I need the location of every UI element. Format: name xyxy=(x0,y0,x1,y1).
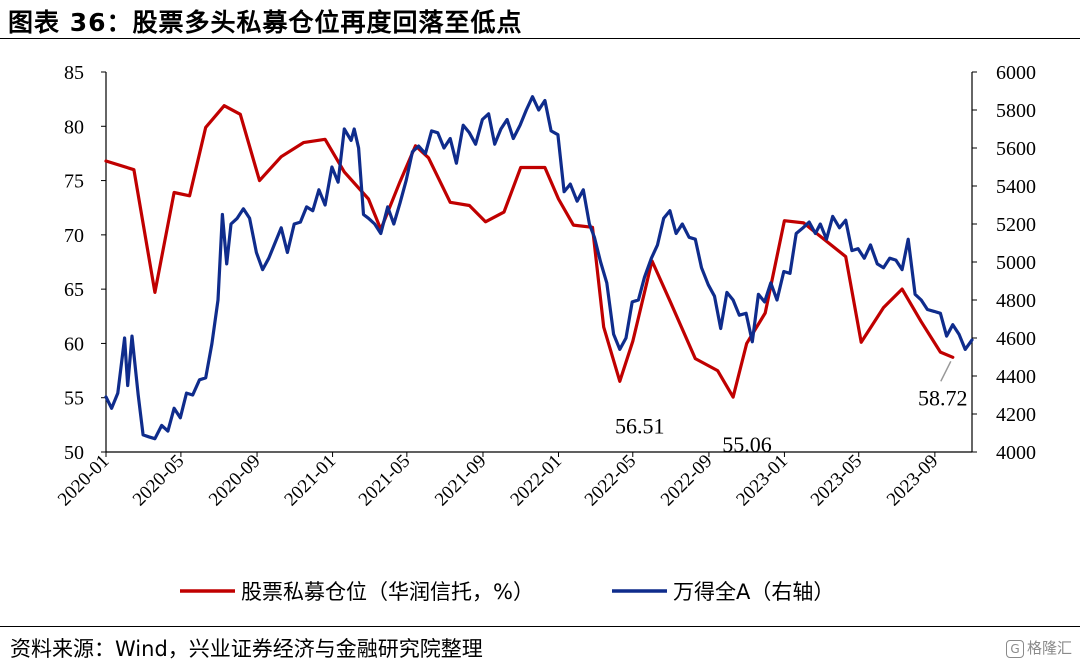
axes-layer: 50 55 60 65 70 75 80 85 4000 4200 4400 4600 4800 5000… xyxy=(54,62,1036,510)
left-axis-tick-label: 80 xyxy=(64,116,84,138)
right-axis-tick-label: 5000 xyxy=(996,252,1036,274)
series-line-private-fund-position xyxy=(104,104,955,399)
right-axis-tick-label: 4200 xyxy=(996,404,1036,426)
title-bar: 图表 36：股票多头私募仓位再度回落至低点 xyxy=(0,0,1080,39)
x-axis-tick-label: 2023-05 xyxy=(807,451,867,511)
left-axis-tick-label: 55 xyxy=(64,388,84,410)
right-axis-tick-label: 5400 xyxy=(996,176,1036,198)
x-axis-tick-label: 2023-09 xyxy=(883,451,943,511)
legend-label-private-fund-position: 股票私募仓位（华润信托，%） xyxy=(241,580,534,604)
right-axis-tick-label: 5200 xyxy=(996,214,1036,236)
series-line-wind-all-a xyxy=(104,95,974,441)
source-note: 资料来源：Wind，兴业证券经济与金融研究院整理 xyxy=(10,637,483,661)
legend: 股票私募仓位（华润信托，%） 万得全A（右轴） xyxy=(180,580,834,604)
right-axis-tick-label: 6000 xyxy=(996,62,1036,84)
left-axis-tick-label: 85 xyxy=(64,62,84,84)
x-axis-tick-label: 2022-09 xyxy=(657,451,717,511)
x-axis-tick-label: 2022-05 xyxy=(581,451,641,511)
x-axis-tick-label: 2020-09 xyxy=(205,451,265,511)
right-axis-tick-label: 4600 xyxy=(996,328,1036,350)
x-axis-tick-label: 2021-09 xyxy=(431,451,491,511)
right-axis-tick-label: 5800 xyxy=(996,100,1036,122)
annotation-label: 55.06 xyxy=(722,432,772,457)
left-axis-tick-label: 65 xyxy=(64,279,84,301)
chart: 50 55 60 65 70 75 80 85 4000 4200 4400 4600 4800 5000… xyxy=(54,62,1036,604)
legend-label-wind-all-a: 万得全A（右轴） xyxy=(673,580,834,604)
watermark-logo-icon: G xyxy=(1005,639,1024,658)
right-axis-tick-label: 4400 xyxy=(996,366,1036,388)
left-axis-tick-label: 50 xyxy=(64,442,84,464)
source-bar: 资料来源：Wind，兴业证券经济与金融研究院整理 G 格隆汇 xyxy=(0,626,1080,667)
left-axis-tick-label: 70 xyxy=(64,225,84,247)
left-axis-tick-label: 75 xyxy=(64,171,84,193)
right-axis-tick-label: 4800 xyxy=(996,290,1036,312)
right-axis-tick-label: 5600 xyxy=(996,138,1036,160)
x-axis-tick-label: 2022-01 xyxy=(506,451,566,511)
series-layer xyxy=(104,95,974,441)
x-axis-tick-label: 2023-01 xyxy=(732,451,792,511)
annotation-label: 56.51 xyxy=(615,413,665,438)
annotation-leader-line xyxy=(940,360,952,382)
watermark-text: 格隆汇 xyxy=(1026,639,1072,657)
right-axis-tick-label: 4000 xyxy=(996,442,1036,464)
watermark: G 格隆汇 xyxy=(1005,637,1072,658)
x-axis-tick-label: 2020-05 xyxy=(129,451,189,511)
annotation-layer: 56.51 55.06 58.72 xyxy=(615,360,968,457)
x-axis-tick-label: 2021-05 xyxy=(355,451,415,511)
chart-title: 图表 36：股票多头私募仓位再度回落至低点 xyxy=(8,8,523,37)
left-axis-tick-label: 60 xyxy=(64,333,84,355)
x-axis-tick-label: 2021-01 xyxy=(280,451,340,511)
annotation-label: 58.72 xyxy=(918,385,968,410)
